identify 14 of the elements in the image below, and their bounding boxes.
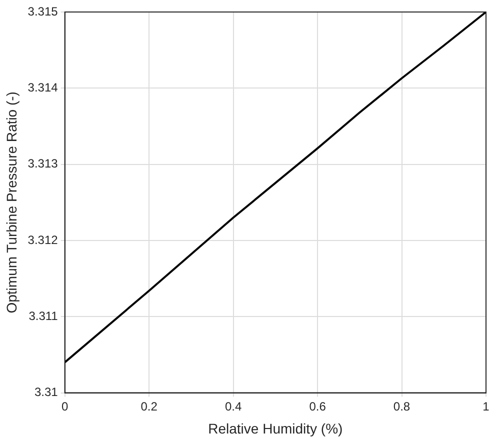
y-tick-label: 3.314 xyxy=(28,80,58,94)
x-tick-label: 0 xyxy=(61,399,68,414)
y-tick-label: 3.311 xyxy=(28,308,58,323)
y-axis-title: Optimum Turbine Pressure Ratio (-) xyxy=(3,92,20,314)
x-tick-label: 1 xyxy=(482,399,490,414)
x-tick-label: 0.8 xyxy=(393,399,410,414)
x-tick-label: 0.2 xyxy=(140,399,158,414)
y-tick-label: 3.313 xyxy=(28,156,58,171)
x-tick-label: 0.6 xyxy=(309,399,326,414)
x-axis-title: Relative Humidity (%) xyxy=(208,420,343,436)
y-tick-label: 3.31 xyxy=(34,385,58,400)
y-tick-label: 3.312 xyxy=(28,232,58,247)
x-tick-label: 0.4 xyxy=(224,399,242,414)
y-tick-label: 3.315 xyxy=(28,4,58,18)
